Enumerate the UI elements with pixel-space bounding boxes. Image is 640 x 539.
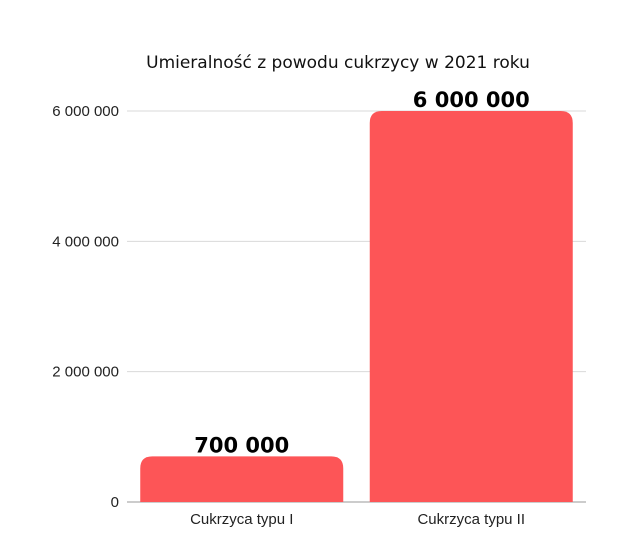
- bar: [140, 456, 344, 502]
- x-category-label: Cukrzyca typu II: [417, 511, 525, 528]
- data-label: 6 000 000: [413, 88, 530, 112]
- y-tick-label: 2 000 000: [52, 364, 119, 381]
- data-label: 700 000: [194, 433, 289, 457]
- y-tick-label: 6 000 000: [52, 103, 119, 120]
- y-axis-ticks: 0 2 000 000 4 000 000 6 000 000: [52, 103, 119, 511]
- y-tick-label: 4 000 000: [52, 233, 119, 250]
- bar: [369, 111, 573, 502]
- x-axis-categories: Cukrzyca typu I Cukrzyca typu II: [190, 511, 525, 528]
- chart-title: Umieralność z powodu cukrzycy w 2021 rok…: [146, 53, 530, 73]
- data-labels: 700 000 6 000 000: [194, 88, 529, 457]
- x-category-label: Cukrzyca typu I: [190, 511, 293, 528]
- y-tick-label: 0: [111, 494, 119, 511]
- bars: [140, 111, 573, 502]
